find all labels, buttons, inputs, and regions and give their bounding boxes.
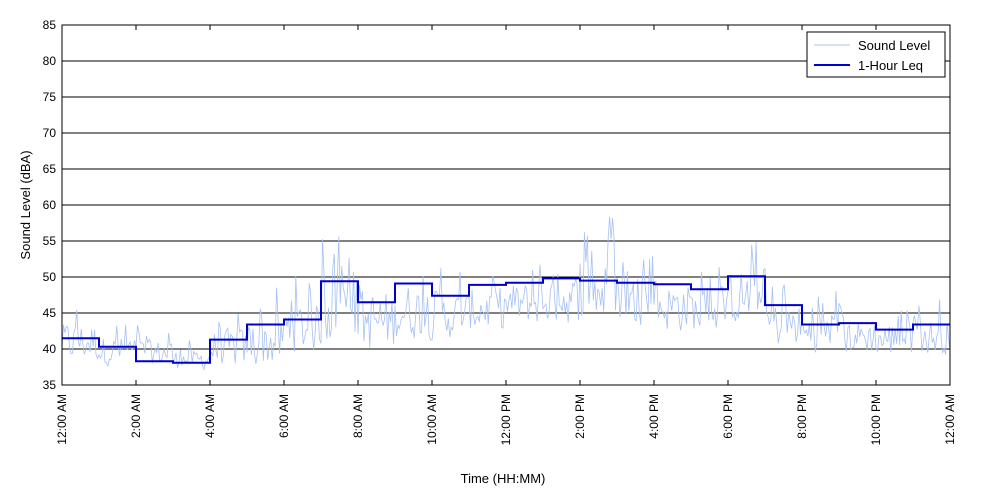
x-tick-label: 8:00 AM — [351, 394, 365, 438]
leq-series — [62, 275, 950, 364]
x-tick-label: 6:00 PM — [721, 394, 735, 439]
y-tick-label: 50 — [43, 270, 57, 284]
y-axis-title: Sound Level (dBA) — [18, 150, 33, 259]
leq-step-line — [62, 275, 950, 364]
x-tick-label: 10:00 AM — [425, 394, 439, 445]
y-tick-label: 45 — [43, 306, 57, 320]
x-tick-label: 2:00 PM — [573, 394, 587, 439]
y-tick-label: 80 — [43, 54, 57, 68]
x-tick-label: 12:00 PM — [499, 394, 513, 445]
y-tick-label: 40 — [43, 342, 57, 356]
x-axis-ticks: 12:00 AM 2:00 AM 4:00 AM 6:00 AM 8:00 AM 10:0… — [55, 25, 957, 445]
x-tick-label: 4:00 AM — [203, 394, 217, 438]
legend-label-sound-level: Sound Level — [858, 38, 930, 53]
legend-box — [806, 31, 946, 78]
y-tick-label: 75 — [43, 90, 57, 104]
x-tick-label: 12:00 AM — [943, 394, 957, 445]
x-tick-label: 4:00 PM — [647, 394, 661, 439]
x-tick-label: 6:00 AM — [277, 394, 291, 438]
x-tick-label: 8:00 PM — [795, 394, 809, 439]
x-tick-label: 10:00 PM — [869, 394, 883, 445]
y-tick-label: 70 — [43, 126, 57, 140]
y-tick-label: 65 — [43, 162, 57, 176]
y-tick-label: 35 — [43, 378, 57, 392]
x-tick-label: 12:00 AM — [55, 394, 69, 445]
y-axis-ticks: 35 40 45 50 55 60 65 70 75 80 85 — [43, 18, 67, 392]
y-tick-label: 85 — [43, 18, 57, 32]
y-tick-label: 60 — [43, 198, 57, 212]
legend-label-1-hour-leq: 1-Hour Leq — [858, 58, 923, 73]
x-tick-label: 2:00 AM — [129, 394, 143, 438]
y-tick-label: 55 — [43, 234, 57, 248]
legend: Sound Level 1-Hour Leq — [806, 31, 946, 78]
x-axis-title: Time (HH:MM) — [461, 471, 546, 486]
